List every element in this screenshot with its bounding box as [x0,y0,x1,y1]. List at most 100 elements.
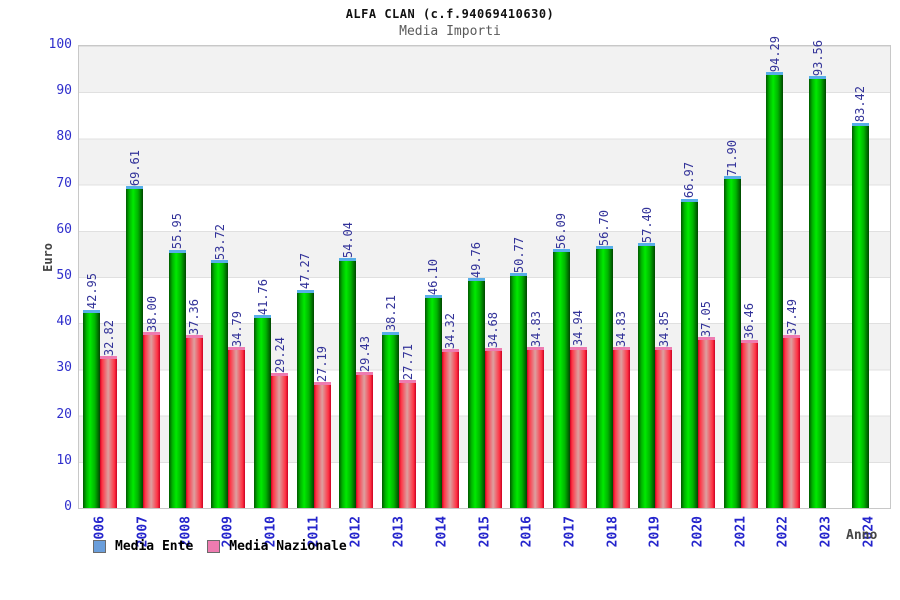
y-tick-50: 50 [56,268,72,283]
year-group-2016: 50.77 34.83 2016 [506,46,549,547]
year-group-2022: 94.29 37.49 2022 [762,36,805,547]
value-label: 83.42 [853,86,868,123]
bar-media-ente-2008: 55.95 [168,213,186,508]
year-group-2012: 54.04 29.43 2012 [335,46,378,547]
bar-slot: 34.79 [228,46,246,508]
value-label: 34.79 [229,311,244,348]
value-label: 56.09 [554,212,569,249]
bar-media-nazionale-2016: 34.83 [527,311,545,508]
bar-slot [826,46,843,508]
year-group-2010: 41.76 29.24 2010 [250,46,293,547]
year-group-2013: 38.21 27.71 2013 [378,46,421,547]
y-tick-0: 0 [64,499,72,514]
bar-slot: 46.10 [424,46,442,508]
bar-slot: 55.95 [168,46,186,508]
legend-swatch-media-ente [93,540,106,553]
bar-media-nazionale-2010: 29.24 [271,337,289,508]
y-tick-70: 70 [56,175,72,191]
value-label: 42.95 [84,273,99,310]
bar-slot: 42.95 [83,46,101,508]
bar-media-ente-2012: 54.04 [339,222,357,508]
chart-title: ALFA CLAN (c.f.94069410630) [345,7,555,21]
value-label: 37.49 [784,298,799,335]
year-group-2019: 57.40 34.85 2019 [634,46,677,547]
value-label: 34.85 [656,310,671,347]
bar-media-nazionale-2011: 27.19 [313,346,331,508]
y-tick-90: 90 [56,83,72,99]
x-axis-title: Anno [846,528,878,543]
value-label: 53.72 [212,223,227,260]
value-label: 46.10 [426,258,441,295]
value-label: 29.24 [272,336,287,373]
bar-media-ente-2010: 41.76 [254,279,272,508]
bar-media-nazionale-2013: 27.71 [399,344,417,508]
bar-slot: 57.40 [638,46,656,508]
bar-media-ente-2009: 53.72 [211,224,229,508]
value-label: 37.36 [187,299,202,336]
bar-slot: 94.29 [766,36,784,508]
year-group-2015: 49.76 34.68 2015 [463,46,506,547]
bar-slot: 53.72 [211,46,229,508]
bar-slot: 56.09 [552,46,570,508]
legend-label-media-nazionale: Media Nazionale [229,539,347,554]
x-tick-2013: 2013 [391,516,407,548]
value-label: 47.27 [298,253,313,290]
legend: Media Ente Media Nazionale [93,539,361,554]
bar-media-ente-2020: 66.97 [680,162,698,508]
bar-slot: 34.32 [441,46,459,508]
bar-slot: 29.24 [271,46,289,508]
value-label: 57.40 [639,206,654,243]
x-tick-2015: 2015 [477,516,493,548]
bar-media-ente-2016: 50.77 [510,237,528,508]
bar-media-nazionale-2014: 34.32 [441,313,459,508]
bar-media-nazionale-2009: 34.79 [228,311,246,508]
legend-label-media-ente: Media Ente [115,539,194,554]
bar-slot: 34.83 [527,46,545,508]
x-tick-2021: 2021 [733,516,749,548]
bar-slot: 41.76 [254,46,272,508]
value-label: 69.61 [127,150,142,187]
value-label: 71.90 [725,139,740,176]
year-group-2014: 46.10 34.32 2014 [421,46,464,547]
bar-slot: 49.76 [467,46,485,508]
value-label: 34.83 [528,310,543,348]
bar-slot: 71.90 [723,46,741,508]
y-tick-80: 80 [56,129,72,145]
legend-swatch-media-nazionale [207,540,221,553]
value-label: 41.76 [255,278,270,316]
x-tick-2014: 2014 [434,516,450,548]
value-label: 55.95 [170,213,185,250]
bar-slot: 50.77 [510,46,528,508]
year-group-2006: 42.95 32.82 2006 [79,46,122,547]
bar-media-ente-2017: 56.09 [552,213,570,508]
value-label: 34.94 [571,310,586,347]
bar-media-ente-2015: 49.76 [467,242,485,508]
y-tick-20: 20 [56,406,72,422]
bar-slot: 37.49 [783,46,801,508]
bar-media-ente-2018: 56.70 [595,210,613,508]
bar-media-nazionale-2022: 37.49 [783,299,801,508]
bar-media-nazionale-2012: 29.43 [356,336,374,508]
bar-media-ente-2019: 57.40 [638,207,656,508]
bar-media-ente-2013: 38.21 [382,295,400,508]
y-axis-title: Euro [41,243,55,272]
legend-item-media-ente: Media Ente [93,539,193,554]
bar-media-nazionale-2019: 34.85 [655,311,673,508]
bar-slot: 83.42 [851,46,869,508]
value-label: 38.00 [144,296,159,333]
value-label: 29.43 [357,335,372,372]
value-label: 36.46 [742,303,757,340]
bar-media-nazionale-2017: 34.94 [569,310,587,508]
bar-media-ente-2007: 69.61 [126,150,144,508]
bar-slot [869,46,886,508]
bar-slot: 56.70 [595,46,613,508]
bar-media-nazionale-2018: 34.83 [612,311,630,508]
bar-groups: 42.95 32.82 2006 69.61 38.00 2007 55.95 37.36 20… [79,36,890,547]
y-tick-10: 10 [56,452,72,468]
bar-slot: 54.04 [339,46,357,508]
bar-media-nazionale-2007: 38.00 [143,296,161,508]
chart-subtitle: Media Importi [399,24,501,39]
plot-area: 42.95 32.82 2006 69.61 38.00 2007 55.95 37.36 20… [78,36,891,547]
bar-slot: 69.61 [126,46,144,508]
